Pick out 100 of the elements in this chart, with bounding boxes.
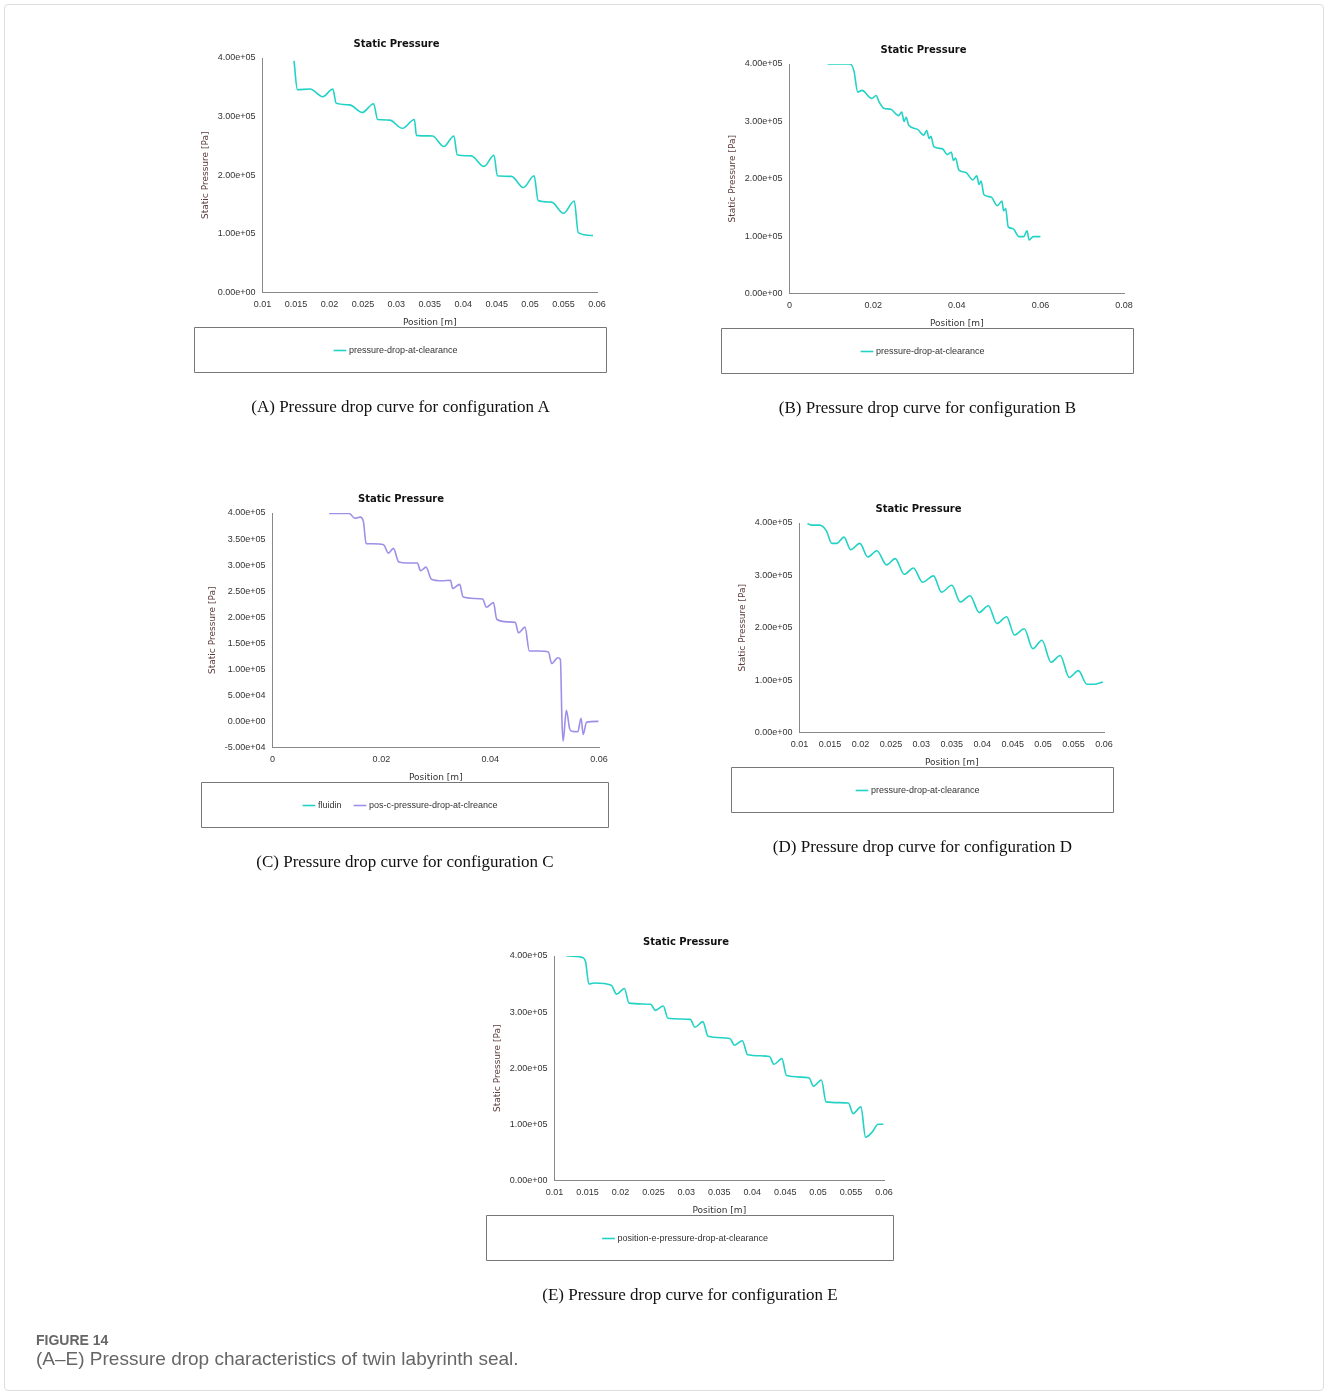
y-tick-label: 0.00e+00 <box>217 286 256 297</box>
x-tick-label: 0.025 <box>879 739 903 750</box>
chart-title: Static Pressure <box>880 43 967 55</box>
legend-label: position-e-pressure-drop-at-clearance <box>617 1232 769 1243</box>
x-tick-label: 0.01 <box>253 299 272 310</box>
text: (B) Pressure drop curve for configuration B <box>777 398 1078 418</box>
x-axis-title: Position [m] <box>408 771 463 782</box>
y-axis-title: Static Pressure [Pa] <box>199 131 210 219</box>
x-tick-label: 0.06 <box>590 754 608 765</box>
x-axis-title: Position [m] <box>402 316 457 327</box>
text: (D) Pressure drop curve for configuration D <box>771 837 1074 857</box>
x-tick-label: 0.045 <box>485 299 508 310</box>
x-tick-label: 0.05 <box>1034 739 1052 750</box>
y-tick-label: 4.00e+05 <box>217 52 256 63</box>
y-tick-label: 1.00e+05 <box>227 663 266 674</box>
x-tick-label: 0.03 <box>912 739 931 750</box>
y-tick-label: 2.00e+05 <box>754 622 793 633</box>
legend-label: pressure-drop-at-clearance <box>870 784 980 795</box>
x-tick-label: 0.035 <box>940 739 964 750</box>
x-tick-label: 0.02 <box>864 300 882 311</box>
y-tick-label: 0.00e+00 <box>227 715 266 726</box>
chart-title: Static Pressure <box>875 502 962 514</box>
y-tick-label: -5.00e+04 <box>224 741 266 752</box>
x-tick-label: 0.06 <box>588 299 606 310</box>
y-tick-label: 1.00e+05 <box>509 1118 548 1129</box>
y-tick-label: 3.50e+05 <box>227 533 266 544</box>
line-series <box>806 523 1104 686</box>
caption: FIGURE 14 <box>36 1332 110 1348</box>
text: (E) Pressure drop curve for configuration E <box>541 1285 839 1305</box>
y-tick-label: 4.00e+05 <box>227 507 266 518</box>
y-tick-label: 2.00e+05 <box>217 169 256 180</box>
chart-title: Static Pressure <box>357 492 445 504</box>
y-axis-title: Static Pressure [Pa] <box>491 1024 502 1112</box>
x-tick-label: 0.015 <box>284 299 308 310</box>
y-tick-label: 1.00e+05 <box>754 674 793 685</box>
x-tick-label: 0.015 <box>818 739 842 750</box>
x-tick-label: 0.045 <box>1001 739 1024 750</box>
y-tick-label: 3.00e+05 <box>754 569 793 580</box>
legend-label: pos-c-pressure-drop-at-clreance <box>368 799 498 810</box>
x-tick-label: 0.025 <box>351 299 375 310</box>
x-tick-label: 0.03 <box>387 299 406 310</box>
text: (A) Pressure drop curve for configuration A <box>250 397 551 417</box>
x-tick-label: 0 <box>270 754 276 765</box>
x-tick-label: 0.02 <box>611 1187 630 1198</box>
x-tick-label: 0.055 <box>839 1187 863 1198</box>
x-tick-label: 0.045 <box>773 1187 797 1198</box>
y-tick-label: 3.00e+05 <box>217 111 256 122</box>
x-tick-label: 0.055 <box>1062 739 1085 750</box>
x-tick-label: 0.05 <box>809 1187 827 1198</box>
y-tick-label: 0.00e+00 <box>509 1174 548 1185</box>
x-tick-label: 0.06 <box>875 1187 893 1198</box>
x-tick-label: 0.04 <box>454 299 472 310</box>
x-tick-label: 0.06 <box>1095 739 1113 750</box>
line-series <box>565 956 884 1138</box>
x-axis-title: Position [m] <box>924 756 979 767</box>
y-tick-label: 4.00e+05 <box>509 950 548 961</box>
x-tick-label: 0.035 <box>708 1187 731 1198</box>
x-tick-label: 0.04 <box>743 1187 761 1198</box>
chart-title: Static Pressure <box>642 935 730 947</box>
x-tick-label: 0.055 <box>552 299 575 310</box>
legend-label: fluidin <box>317 799 342 810</box>
y-axis-title: Static Pressure [Pa] <box>736 583 747 672</box>
y-tick-label: 1.00e+05 <box>744 230 783 241</box>
y-axis-title: Static Pressure [Pa] <box>726 134 737 223</box>
x-tick-label: 0.015 <box>576 1187 599 1198</box>
y-tick-label: 2.00e+05 <box>744 173 783 184</box>
x-tick-label: 0.02 <box>320 299 339 310</box>
y-tick-label: 3.00e+05 <box>227 559 266 570</box>
x-tick-label: 0.04 <box>973 739 991 750</box>
line-series <box>328 513 599 742</box>
y-tick-label: 0.00e+00 <box>744 287 783 298</box>
y-tick-label: 0.00e+00 <box>754 726 793 737</box>
line-series <box>293 60 594 237</box>
y-tick-label: 4.00e+05 <box>744 58 783 69</box>
text: (A–E) Pressure drop characteristics of twin labyrinth seal. <box>36 1348 519 1370</box>
y-tick-label: 4.00e+05 <box>754 517 793 528</box>
y-tick-label: 2.00e+05 <box>227 611 266 622</box>
x-tick-label: 0.02 <box>851 739 870 750</box>
x-tick-label: 0.06 <box>1031 300 1050 311</box>
x-tick-label: 0.01 <box>790 739 809 750</box>
text: (C) Pressure drop curve for configuration C <box>255 852 555 872</box>
x-tick-label: 0.04 <box>948 300 966 311</box>
y-axis-title: Static Pressure [Pa] <box>206 586 217 674</box>
legend-label: pressure-drop-at-clearance <box>348 344 458 355</box>
x-tick-label: 0.04 <box>481 754 499 765</box>
y-tick-label: 2.50e+05 <box>227 585 266 596</box>
y-tick-label: 3.00e+05 <box>509 1006 548 1017</box>
x-tick-label: 0.02 <box>372 754 391 765</box>
line-series <box>826 64 1042 241</box>
x-tick-label: 0.08 <box>1115 300 1133 311</box>
y-tick-label: 3.00e+05 <box>744 115 783 126</box>
x-tick-label: 0.025 <box>642 1187 665 1198</box>
x-tick-label: 0.05 <box>521 299 539 310</box>
x-axis-title: Position [m] <box>929 317 984 328</box>
chart-title: Static Pressure <box>353 37 440 49</box>
x-tick-label: 0.01 <box>545 1187 564 1198</box>
x-tick-label: 0.035 <box>418 299 442 310</box>
legend-label: pressure-drop-at-clearance <box>875 345 985 356</box>
x-tick-label: 0 <box>787 300 793 311</box>
y-tick-label: 2.00e+05 <box>509 1062 548 1073</box>
